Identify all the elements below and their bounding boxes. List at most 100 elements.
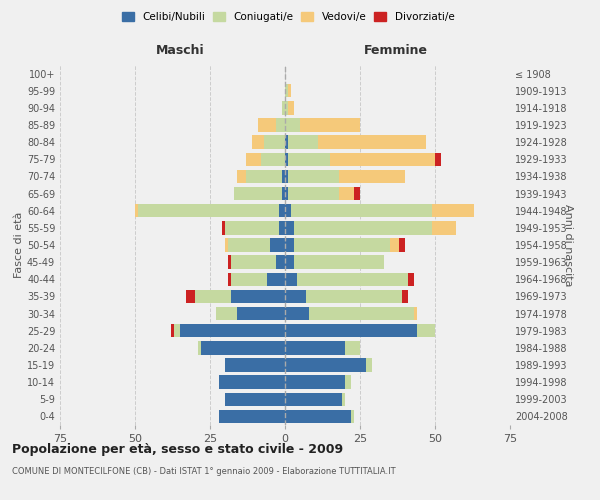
Bar xyxy=(282,101,285,114)
Bar xyxy=(237,170,246,183)
Bar xyxy=(225,221,279,234)
Bar xyxy=(228,256,231,269)
Bar xyxy=(282,170,285,183)
Bar xyxy=(279,204,285,218)
Bar xyxy=(180,324,285,338)
Text: COMUNE DI MONTECILFONE (CB) - Dati ISTAT 1° gennaio 2009 - Elaborazione TUTTITAL: COMUNE DI MONTECILFONE (CB) - Dati ISTAT… xyxy=(12,468,395,476)
Bar xyxy=(309,307,414,320)
Bar xyxy=(186,290,195,303)
Bar xyxy=(228,272,231,286)
Bar xyxy=(285,376,345,389)
Bar xyxy=(216,307,237,320)
Bar xyxy=(285,170,288,183)
Bar xyxy=(294,238,390,252)
Bar xyxy=(228,238,270,252)
Bar xyxy=(270,238,285,252)
Bar xyxy=(246,170,282,183)
Bar xyxy=(402,290,408,303)
Bar xyxy=(285,152,288,166)
Bar xyxy=(285,341,345,354)
Bar xyxy=(288,101,294,114)
Bar xyxy=(291,204,432,218)
Bar xyxy=(408,272,414,286)
Bar xyxy=(231,290,285,303)
Text: Femmine: Femmine xyxy=(364,44,428,58)
Bar xyxy=(339,170,405,183)
Bar xyxy=(195,290,231,303)
Bar xyxy=(138,204,279,218)
Text: Popolazione per età, sesso e stato civile - 2009: Popolazione per età, sesso e stato civil… xyxy=(12,442,343,456)
Bar xyxy=(285,101,288,114)
Bar xyxy=(279,221,285,234)
Bar xyxy=(285,272,297,286)
Bar xyxy=(399,238,405,252)
Text: Maschi: Maschi xyxy=(155,44,205,58)
Bar xyxy=(246,152,261,166)
Bar xyxy=(288,170,339,183)
Bar xyxy=(285,221,294,234)
Bar xyxy=(432,221,456,234)
Bar xyxy=(276,256,285,269)
Bar xyxy=(225,358,285,372)
Bar xyxy=(294,256,384,269)
Bar xyxy=(297,272,408,286)
Bar xyxy=(306,290,402,303)
Bar xyxy=(285,187,288,200)
Bar xyxy=(282,187,285,200)
Bar xyxy=(300,118,360,132)
Bar xyxy=(285,204,291,218)
Bar xyxy=(252,136,264,149)
Bar xyxy=(285,256,294,269)
Bar xyxy=(432,204,474,218)
Bar xyxy=(267,272,285,286)
Bar xyxy=(285,290,306,303)
Bar xyxy=(285,238,294,252)
Bar xyxy=(285,392,342,406)
Bar xyxy=(276,118,285,132)
Bar xyxy=(345,376,351,389)
Bar xyxy=(174,324,180,338)
Bar xyxy=(285,324,417,338)
Bar xyxy=(222,221,225,234)
Bar xyxy=(171,324,174,338)
Bar xyxy=(264,136,285,149)
Bar xyxy=(330,152,435,166)
Bar xyxy=(219,410,285,423)
Y-axis label: Anni di nascita: Anni di nascita xyxy=(563,204,573,286)
Legend: Celibi/Nubili, Coniugati/e, Vedovi/e, Divorziati/e: Celibi/Nubili, Coniugati/e, Vedovi/e, Di… xyxy=(118,8,458,26)
Bar xyxy=(201,341,285,354)
Bar xyxy=(225,392,285,406)
Bar xyxy=(414,307,417,320)
Y-axis label: Fasce di età: Fasce di età xyxy=(14,212,24,278)
Bar xyxy=(417,324,435,338)
Bar xyxy=(219,376,285,389)
Bar xyxy=(285,84,288,98)
Bar xyxy=(288,84,291,98)
Bar xyxy=(435,152,441,166)
Bar xyxy=(366,358,372,372)
Bar xyxy=(288,136,318,149)
Bar xyxy=(339,187,354,200)
Bar xyxy=(390,238,399,252)
Bar xyxy=(285,358,366,372)
Bar xyxy=(285,307,309,320)
Bar xyxy=(354,187,360,200)
Bar xyxy=(285,118,300,132)
Bar xyxy=(225,238,228,252)
Bar xyxy=(342,392,345,406)
Bar xyxy=(234,187,282,200)
Bar xyxy=(288,152,330,166)
Bar xyxy=(318,136,426,149)
Bar xyxy=(231,272,267,286)
Bar xyxy=(285,410,351,423)
Bar xyxy=(261,152,285,166)
Bar xyxy=(237,307,285,320)
Bar xyxy=(258,118,276,132)
Bar xyxy=(285,136,288,149)
Bar xyxy=(345,341,360,354)
Bar xyxy=(288,187,339,200)
Bar xyxy=(294,221,432,234)
Bar xyxy=(135,204,138,218)
Bar xyxy=(351,410,354,423)
Bar xyxy=(231,256,276,269)
